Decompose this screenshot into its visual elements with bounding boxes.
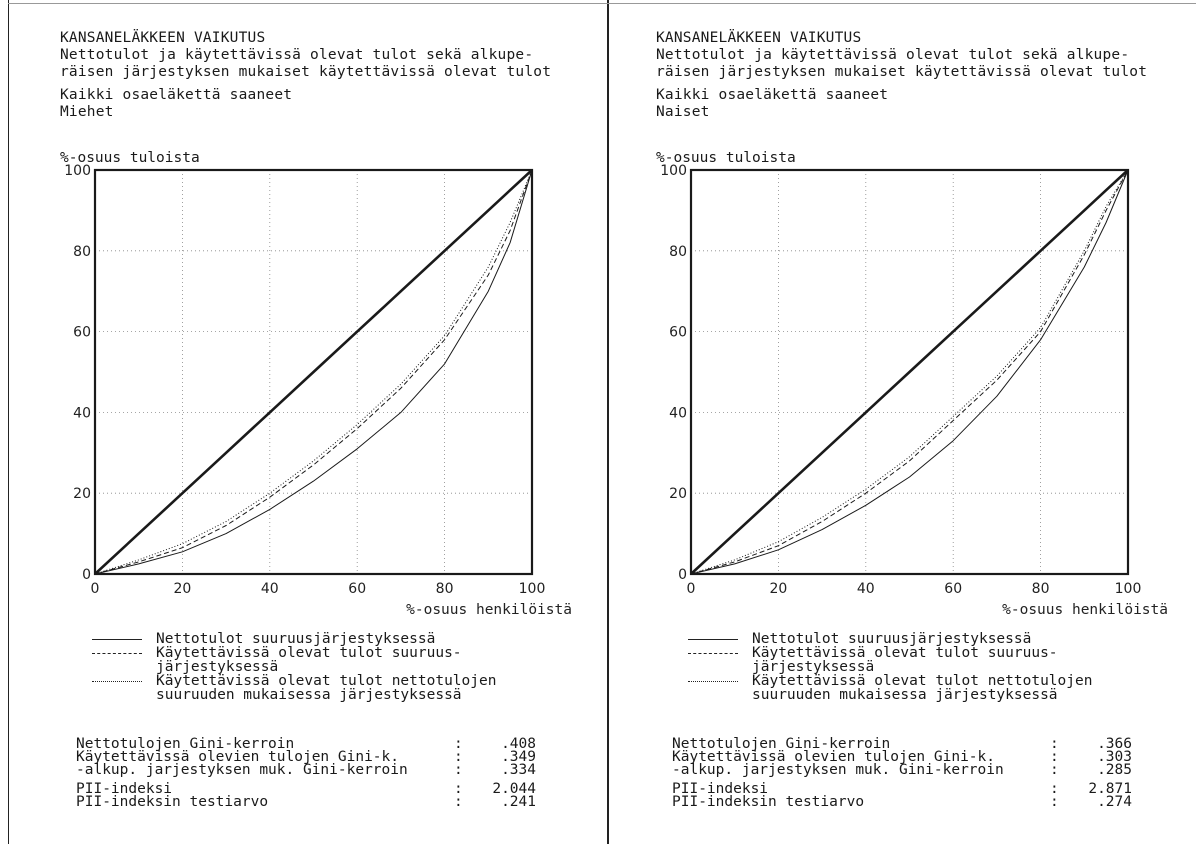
y-axis-label: %-osuus tuloista	[656, 150, 796, 166]
stat-row: Käytettävissä olevien tulojen Gini-k.: .3…	[672, 749, 1132, 765]
series-line-disposable-income	[690, 169, 1129, 575]
legend-solid-swatch	[688, 639, 738, 640]
y-tick-label: 40	[669, 405, 687, 421]
center-divider	[607, 0, 609, 844]
legend-label: suuruuden mukaisessa järjestyksessä	[752, 687, 1058, 703]
x-tick-label: 100	[1115, 581, 1142, 597]
top-border	[8, 3, 1196, 4]
y-tick-label: 0	[82, 567, 91, 583]
panel-header: KANSANELÄKKEEN VAIKUTUS Nettotulot ja kä…	[60, 30, 551, 121]
stat-row: PII-indeksin testiarvo: .274	[672, 794, 1132, 810]
lorenz-chart-men: 0 20 40 60 80 100 0 20 40 60 80 100 %-osuus henkilöi…	[64, 163, 572, 618]
header-line-4: Kaikki osaeläkettä saaneet	[60, 87, 293, 103]
series-line-disposable-income	[94, 169, 533, 575]
panel-men: KANSANELÄKKEEN VAIKUTUS Nettotulot ja kä…	[10, 0, 590, 844]
legend-label: järjestyksessä	[156, 659, 279, 675]
y-tick-label: 0	[678, 567, 687, 583]
x-tick-label: 40	[857, 581, 875, 597]
legend-dotted-swatch	[688, 681, 738, 682]
x-axis-title: %-osuus henkilöistä	[406, 602, 572, 618]
legend-dashed-swatch	[92, 653, 142, 654]
header-line-1: KANSANELÄKKEEN VAIKUTUS	[60, 30, 266, 46]
x-tick-label: 0	[91, 581, 100, 597]
y-tick-label: 20	[73, 486, 91, 502]
legend-solid-swatch	[92, 639, 142, 640]
x-axis-title: %-osuus henkilöistä	[1002, 602, 1168, 618]
y-tick-label: 20	[669, 486, 687, 502]
y-tick-label: 80	[669, 244, 687, 260]
series-line-disposable-original-order	[94, 169, 533, 575]
y-tick-label: 40	[73, 405, 91, 421]
stat-row: PII-indeksin testiarvo: .241	[76, 794, 536, 810]
stat-row: Käytettävissä olevien tulojen Gini-k.: .3…	[76, 749, 536, 765]
legend-label: järjestyksessä	[752, 659, 875, 675]
y-tick-label: 100	[64, 163, 91, 179]
legend-label: suuruuden mukaisessa järjestyksessä	[156, 687, 462, 703]
stat-row: -alkup. jarjestyksen muk. Gini-kerroin:.…	[672, 762, 1132, 778]
x-tick-label: 40	[261, 581, 279, 597]
header-line-3: räisen järjestyksen mukaiset käytettävis…	[656, 64, 1148, 80]
plot-frame	[93, 168, 534, 576]
x-tick-label: 20	[769, 581, 787, 597]
header-line-1: KANSANELÄKKEEN VAIKUTUS	[656, 30, 862, 46]
header-line-2: Nettotulot ja käytettävissä olevat tulot…	[656, 47, 1130, 63]
equality-line	[690, 169, 1129, 575]
x-tick-label: 80	[436, 581, 454, 597]
panel-header: KANSANELÄKKEEN VAIKUTUS Nettotulot ja kä…	[656, 30, 1147, 121]
header-line-5: Naiset	[656, 104, 710, 120]
lorenz-chart-women: 0 20 40 60 80 100 0 20 40 60 80 100 %-osuus henkilöi…	[660, 163, 1168, 618]
legend-dashed-swatch	[688, 653, 738, 654]
legend-dotted-swatch	[92, 681, 142, 682]
panel-women: KANSANELÄKKEEN VAIKUTUS Nettotulot ja kä…	[606, 0, 1186, 844]
series-line-net-income	[94, 169, 533, 575]
x-tick-label: 0	[687, 581, 696, 597]
x-tick-label: 80	[1032, 581, 1050, 597]
header-line-3: räisen järjestyksen mukaiset käytettävis…	[60, 64, 552, 80]
x-tick-label: 60	[944, 581, 962, 597]
header-line-4: Kaikki osaeläkettä saaneet	[656, 87, 889, 103]
left-border	[8, 0, 9, 844]
statistics-block: Nettotulojen Gini-kerroin: .408 Käytettäv…	[76, 736, 536, 810]
y-axis-label: %-osuus tuloista	[60, 150, 200, 166]
x-tick-label: 60	[348, 581, 366, 597]
header-line-5: Miehet	[60, 104, 114, 120]
legend-label: Käytettävissä olevat tulot nettotulojen	[752, 673, 1093, 689]
legend-label: Käytettävissä olevat tulot nettotulojen	[156, 673, 497, 689]
legend-label: Nettotulot suuruusjärjestyksessä	[752, 631, 1032, 647]
stat-row: Nettotulojen Gini-kerroin: .366	[672, 736, 1132, 752]
y-tick-label: 60	[73, 325, 91, 341]
legend-label: Käytettävissä olevat tulot suuruus-	[752, 645, 1058, 661]
legend-label: Nettotulot suuruusjärjestyksessä	[156, 631, 436, 647]
stat-row: PII-indeksi:2.044	[76, 781, 536, 797]
series-line-net-income	[690, 169, 1129, 575]
y-tick-label: 80	[73, 244, 91, 260]
statistics-block: Nettotulojen Gini-kerroin: .366 Käytettäv…	[672, 736, 1132, 810]
stat-row: Nettotulojen Gini-kerroin: .408	[76, 736, 536, 752]
x-tick-label: 20	[173, 581, 191, 597]
equality-line	[94, 169, 533, 575]
y-tick-label: 60	[669, 325, 687, 341]
x-tick-label: 100	[519, 581, 546, 597]
header-line-2: Nettotulot ja käytettävissä olevat tulot…	[60, 47, 534, 63]
stat-row: -alkup. jarjestyksen muk. Gini-kerroin:.…	[76, 762, 536, 778]
stat-row: PII-indeksi:2.871	[672, 781, 1132, 797]
y-tick-label: 100	[660, 163, 687, 179]
legend-label: Käytettävissä olevat tulot suuruus-	[156, 645, 462, 661]
plot-frame	[689, 168, 1130, 576]
series-line-disposable-original-order	[690, 169, 1129, 575]
